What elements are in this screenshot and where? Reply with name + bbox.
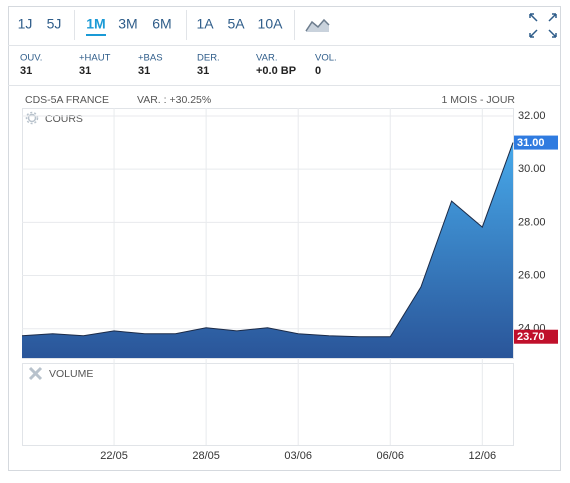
- stat-value: 31: [20, 65, 32, 77]
- x-tick-label: 03/06: [284, 450, 312, 462]
- gear-icon: [25, 111, 39, 125]
- stat-value: 31: [79, 65, 91, 77]
- period-button[interactable]: 1M: [86, 16, 105, 32]
- price-badge: [514, 329, 558, 344]
- line: [21, 142, 514, 338]
- period-button[interactable]: 3M: [118, 16, 137, 32]
- price-badge-label: 31.00: [517, 137, 545, 149]
- x-tick-label: 28/05: [192, 450, 220, 462]
- fullscreen-icon[interactable]: [529, 13, 557, 38]
- instrument-name: CDS-5A FRANCE: [25, 94, 109, 106]
- y-tick-label: 32.00: [518, 110, 546, 122]
- x-tick-label: 12/06: [469, 450, 497, 462]
- stat-label: +HAUT: [79, 53, 111, 64]
- chart-type-icon[interactable]: [305, 18, 330, 32]
- period-button[interactable]: 5J: [47, 16, 62, 32]
- stat-label: VAR.: [256, 53, 277, 64]
- y-tick-label: 26.00: [518, 269, 546, 281]
- stat-label: VOL.: [315, 53, 337, 64]
- x-tick-label: 22/05: [100, 450, 128, 462]
- stat-value: 0: [315, 65, 321, 77]
- price-badge: [514, 135, 558, 150]
- stat-value: 31: [197, 65, 209, 77]
- stat-value: 31: [138, 65, 150, 77]
- price-panel-label: COURS: [45, 113, 83, 125]
- period-button[interactable]: 6M: [152, 16, 171, 32]
- stat-value: +0.0 BP: [256, 65, 296, 77]
- y-tick-label: 30.00: [518, 163, 546, 175]
- stat-label: +BAS: [138, 53, 163, 64]
- close-icon[interactable]: [28, 366, 43, 381]
- y-tick-label: 28.00: [518, 216, 546, 228]
- area: [22, 142, 513, 358]
- stat-label: DER.: [197, 53, 220, 64]
- stat-label: OUV.: [20, 53, 42, 64]
- period-label: 1 MOIS - JOUR: [441, 94, 515, 106]
- plot-frame: [22, 108, 514, 359]
- price-badge-label: 23.70: [517, 331, 545, 343]
- period-button[interactable]: 1A: [196, 16, 214, 32]
- period-button[interactable]: 10A: [258, 16, 284, 32]
- x-tick-label: 06/06: [376, 450, 404, 462]
- variation: VAR. : +30.25%: [137, 94, 211, 106]
- period-button[interactable]: 5A: [227, 16, 245, 32]
- volume-frame: [22, 363, 514, 446]
- period-button[interactable]: 1J: [18, 16, 33, 32]
- volume-panel-label: VOLUME: [49, 368, 93, 380]
